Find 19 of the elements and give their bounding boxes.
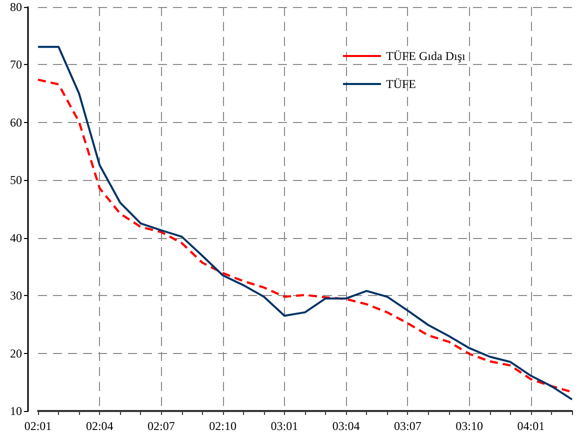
x-tick-label: 03:07: [394, 419, 422, 433]
y-tick-label: 60: [10, 115, 22, 130]
y-tick-label: 50: [10, 173, 22, 188]
x-tick-label: 03:01: [270, 419, 298, 433]
y-tick-label: 20: [10, 346, 22, 360]
x-tick-label: 04:01: [517, 419, 545, 433]
y-tick-label: 30: [10, 288, 22, 303]
y-tick-label: 40: [10, 230, 22, 245]
x-tick-label: 03:04: [332, 419, 360, 433]
x-tick-label: 02:07: [148, 419, 175, 433]
y-tick-label: 80: [10, 0, 22, 14]
x-tick-label: 03:10: [456, 419, 483, 433]
legend-label: TÜFE: [386, 77, 416, 91]
y-tick-label: 10: [10, 404, 22, 418]
x-tick-label: 02:04: [86, 419, 114, 433]
x-tick-label: 02:10: [209, 419, 237, 433]
y-tick-label: 70: [10, 58, 22, 72]
legend-label: TÜFE Gıda Dışı: [386, 49, 466, 63]
x-tick-label: 02:01: [24, 419, 52, 433]
